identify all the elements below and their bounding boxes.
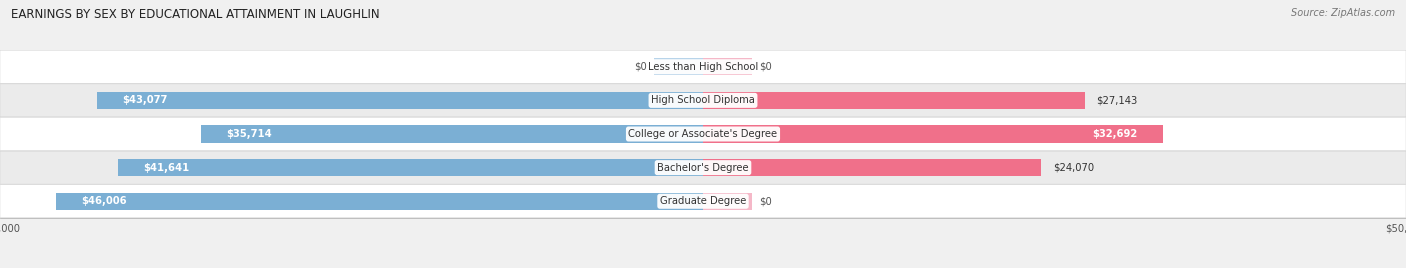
Text: $46,006: $46,006 — [82, 196, 127, 206]
Bar — [201, 125, 703, 143]
Text: High School Diploma: High School Diploma — [651, 95, 755, 105]
Text: $0: $0 — [759, 196, 772, 206]
Bar — [703, 58, 752, 76]
Text: $0: $0 — [634, 62, 647, 72]
FancyBboxPatch shape — [0, 50, 1406, 83]
Text: $43,077: $43,077 — [122, 95, 169, 105]
Bar — [703, 92, 1084, 109]
Text: $0: $0 — [759, 62, 772, 72]
Text: Graduate Degree: Graduate Degree — [659, 196, 747, 206]
Text: $41,641: $41,641 — [143, 163, 188, 173]
Text: $27,143: $27,143 — [1095, 95, 1137, 105]
FancyBboxPatch shape — [0, 118, 1406, 150]
Bar — [118, 159, 703, 176]
Text: College or Associate's Degree: College or Associate's Degree — [628, 129, 778, 139]
Text: $24,070: $24,070 — [1053, 163, 1094, 173]
FancyBboxPatch shape — [0, 151, 1406, 184]
Bar — [703, 192, 752, 210]
Text: $32,692: $32,692 — [1092, 129, 1137, 139]
Bar — [703, 159, 1042, 176]
Text: EARNINGS BY SEX BY EDUCATIONAL ATTAINMENT IN LAUGHLIN: EARNINGS BY SEX BY EDUCATIONAL ATTAINMEN… — [11, 8, 380, 21]
Bar — [703, 125, 1163, 143]
FancyBboxPatch shape — [0, 84, 1406, 117]
FancyBboxPatch shape — [0, 185, 1406, 218]
Bar — [654, 58, 703, 76]
Bar — [97, 92, 703, 109]
Text: $35,714: $35,714 — [226, 129, 271, 139]
Text: Source: ZipAtlas.com: Source: ZipAtlas.com — [1291, 8, 1395, 18]
Bar — [56, 192, 703, 210]
Text: Bachelor's Degree: Bachelor's Degree — [657, 163, 749, 173]
Text: Less than High School: Less than High School — [648, 62, 758, 72]
